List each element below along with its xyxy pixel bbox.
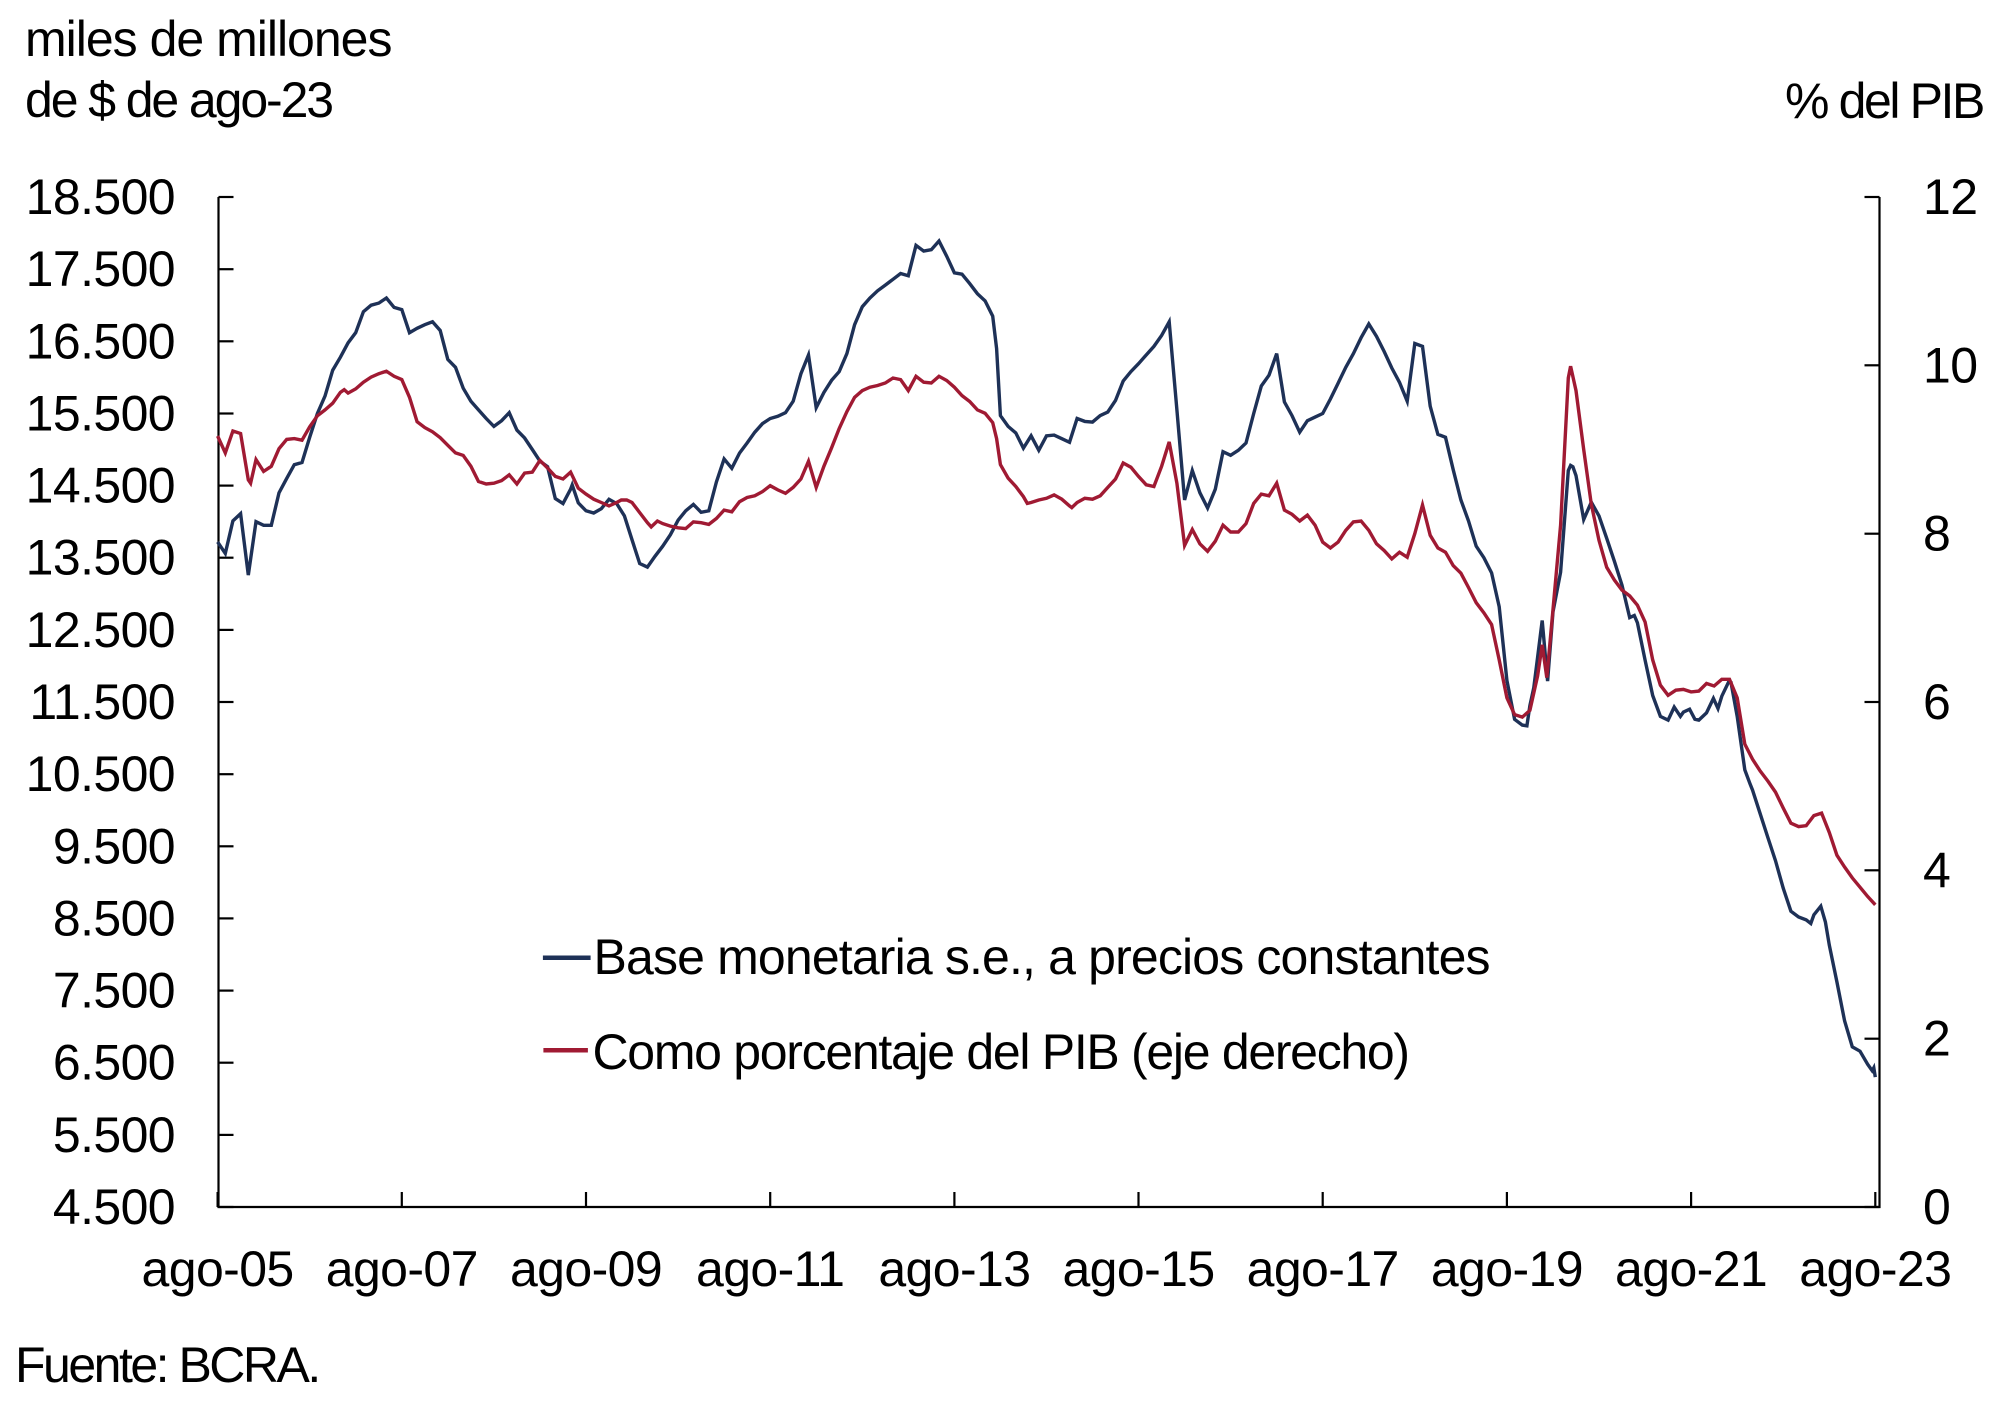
svg-text:ago-17: ago-17 bbox=[1247, 1241, 1399, 1297]
svg-text:12.500: 12.500 bbox=[26, 602, 175, 658]
svg-text:4: 4 bbox=[1923, 842, 1950, 898]
svg-text:Como porcentaje del PIB (eje d: Como porcentaje del PIB (eje derecho) bbox=[593, 1024, 1409, 1080]
svg-text:11.500: 11.500 bbox=[29, 674, 175, 730]
svg-text:0: 0 bbox=[1923, 1179, 1950, 1235]
svg-text:2: 2 bbox=[1923, 1011, 1950, 1067]
svg-text:ago-07: ago-07 bbox=[326, 1241, 478, 1297]
svg-text:10.500: 10.500 bbox=[26, 746, 175, 802]
svg-text:ago-15: ago-15 bbox=[1062, 1241, 1214, 1297]
svg-text:12: 12 bbox=[1923, 169, 1977, 225]
svg-text:14.500: 14.500 bbox=[26, 458, 175, 514]
svg-text:ago-05: ago-05 bbox=[142, 1241, 294, 1297]
svg-text:9.500: 9.500 bbox=[53, 818, 175, 874]
svg-text:ago-23: ago-23 bbox=[1799, 1241, 1951, 1297]
svg-text:10: 10 bbox=[1923, 337, 1977, 393]
svg-text:% del PIB: % del PIB bbox=[1785, 73, 1983, 129]
svg-text:7.500: 7.500 bbox=[53, 963, 175, 1019]
svg-text:8: 8 bbox=[1923, 506, 1950, 562]
svg-text:Base monetaria s.e., a precios: Base monetaria s.e., a precios constante… bbox=[594, 929, 1490, 985]
svg-text:18.500: 18.500 bbox=[26, 169, 175, 225]
svg-text:Fuente: BCRA.: Fuente: BCRA. bbox=[15, 1337, 319, 1393]
svg-text:13.500: 13.500 bbox=[26, 530, 175, 586]
svg-text:ago-13: ago-13 bbox=[878, 1241, 1030, 1297]
svg-text:de $ de ago-23: de $ de ago-23 bbox=[25, 72, 332, 128]
svg-text:16.500: 16.500 bbox=[26, 313, 175, 369]
svg-text:ago-19: ago-19 bbox=[1431, 1241, 1583, 1297]
svg-text:miles de millones: miles de millones bbox=[25, 11, 391, 67]
svg-text:17.500: 17.500 bbox=[26, 241, 175, 297]
svg-text:4.500: 4.500 bbox=[53, 1179, 175, 1235]
svg-text:ago-21: ago-21 bbox=[1615, 1241, 1767, 1297]
svg-text:6: 6 bbox=[1923, 674, 1950, 730]
svg-text:5.500: 5.500 bbox=[53, 1107, 175, 1163]
svg-text:ago-09: ago-09 bbox=[510, 1241, 662, 1297]
svg-text:15.500: 15.500 bbox=[26, 386, 175, 442]
svg-text:8.500: 8.500 bbox=[53, 890, 175, 946]
svg-text:ago-11: ago-11 bbox=[696, 1241, 844, 1297]
svg-text:6.500: 6.500 bbox=[53, 1035, 175, 1091]
